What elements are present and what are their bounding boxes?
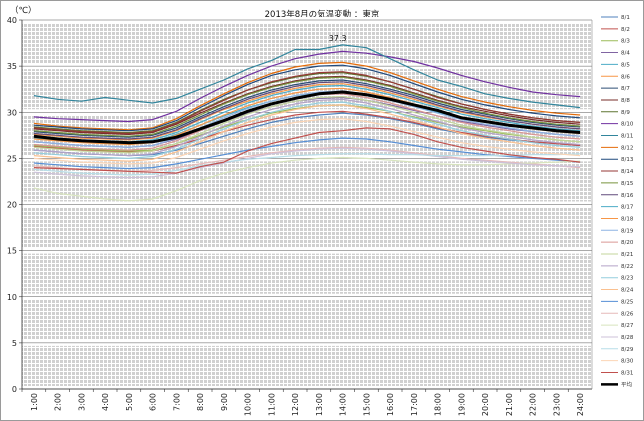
max-temp-label: 37.3 bbox=[329, 34, 347, 43]
series-line-8/13 bbox=[33, 64, 581, 132]
legend-label: 8/1 bbox=[621, 15, 630, 21]
series-line-8/16 bbox=[33, 81, 581, 140]
series-line-8/28 bbox=[33, 147, 581, 179]
legend-label: 8/3 bbox=[621, 39, 630, 45]
x-tick-label: 2:00 bbox=[54, 393, 63, 411]
x-tick-label: 7:00 bbox=[172, 393, 181, 411]
chart-title: 2013年8月の気温変動 ：東京 bbox=[265, 9, 380, 20]
x-tick-label: 20:00 bbox=[481, 393, 490, 416]
y-tick-label: 15 bbox=[7, 247, 17, 256]
legend-label: 8/11 bbox=[621, 134, 633, 140]
x-tick-label: 1:00 bbox=[30, 393, 39, 411]
x-tick-label: 8:00 bbox=[196, 393, 205, 411]
x-tick-label: 19:00 bbox=[457, 393, 466, 416]
y-tick-label: 10 bbox=[7, 293, 17, 302]
legend-label: 8/4 bbox=[621, 51, 630, 57]
legend-label: 8/31 bbox=[621, 371, 633, 377]
x-tick-label: 11:00 bbox=[267, 393, 276, 416]
legend-label: 平均 bbox=[621, 380, 633, 388]
series-line-8/31 bbox=[33, 127, 581, 174]
x-tick-label: 10:00 bbox=[244, 393, 253, 416]
x-tick-label: 3:00 bbox=[77, 393, 86, 411]
x-tick-label: 22:00 bbox=[529, 393, 538, 416]
legend-label: 8/2 bbox=[621, 27, 630, 33]
x-tick-label: 6:00 bbox=[149, 393, 158, 411]
series-line-8/21 bbox=[33, 95, 581, 154]
x-tick-label: 5:00 bbox=[125, 393, 134, 411]
legend-label: 8/7 bbox=[621, 86, 630, 92]
x-tick-label: 24:00 bbox=[576, 393, 585, 416]
y-axis-unit: （℃） bbox=[10, 5, 37, 16]
legend-label: 8/23 bbox=[621, 276, 634, 282]
series-line-8/11 bbox=[33, 44, 581, 109]
series-line-8/10 bbox=[33, 50, 581, 123]
series-line-8/22 bbox=[33, 98, 581, 157]
x-tick-label: 17:00 bbox=[410, 393, 419, 416]
y-tick-label: 40 bbox=[7, 16, 17, 25]
legend-label: 8/13 bbox=[621, 157, 634, 163]
series-line-8/23 bbox=[33, 101, 581, 159]
series-line-8/7 bbox=[33, 79, 581, 138]
x-tick-label: 12:00 bbox=[291, 393, 300, 416]
series-line-8/14 bbox=[33, 71, 581, 135]
series-line-8/6 bbox=[33, 83, 581, 141]
x-tick-label: 16:00 bbox=[386, 393, 395, 416]
legend-label: 8/10 bbox=[621, 122, 634, 128]
y-tick-label: 30 bbox=[7, 108, 17, 117]
series-line-平均 bbox=[33, 90, 581, 145]
y-tick-label: 0 bbox=[12, 385, 17, 394]
x-tick-label: 15:00 bbox=[362, 393, 371, 416]
x-tick-label: 23:00 bbox=[552, 393, 561, 416]
legend-label: 8/20 bbox=[621, 240, 634, 246]
legend-label: 8/29 bbox=[621, 347, 634, 353]
series-line-8/19 bbox=[33, 90, 581, 148]
legend-label: 8/25 bbox=[621, 299, 634, 305]
legend-label: 8/19 bbox=[621, 228, 634, 234]
legend-label: 8/30 bbox=[621, 359, 634, 365]
legend: 8/1 8/2 8/3 8/4 8/5 8/6 8/7 8/8 8/9 8/10 8/11 8/12 8… bbox=[601, 15, 634, 388]
series-line-8/27 bbox=[33, 156, 581, 202]
legend-label: 8/28 bbox=[621, 335, 634, 341]
legend-label: 8/5 bbox=[621, 62, 630, 68]
series-line-8/15 bbox=[33, 76, 581, 137]
series-line-8/29 bbox=[33, 153, 581, 176]
legend-label: 8/27 bbox=[621, 323, 634, 329]
legend-label: 8/15 bbox=[621, 181, 634, 187]
series-line-8/24 bbox=[33, 104, 581, 162]
legend-label: 8/8 bbox=[621, 98, 630, 104]
y-tick-label: 20 bbox=[7, 201, 17, 210]
y-tick-label: 35 bbox=[7, 62, 17, 71]
legend-label: 8/16 bbox=[621, 193, 634, 199]
x-tick-label: 21:00 bbox=[505, 393, 514, 416]
x-tick-label: 18:00 bbox=[434, 393, 443, 416]
x-tick-label: 13:00 bbox=[315, 393, 324, 416]
series-line-8/8 bbox=[33, 75, 581, 135]
legend-label: 8/21 bbox=[621, 252, 633, 258]
legend-label: 8/24 bbox=[621, 288, 634, 294]
axes: 0 5 10 15 20 25 30 35 40 1:00 2:00 3:00 4:00 5:00 6:00… bbox=[7, 16, 593, 416]
series-line-8/12 bbox=[33, 61, 581, 131]
series-line-8/30 bbox=[33, 118, 581, 165]
x-tick-label: 14:00 bbox=[339, 393, 348, 416]
legend-label: 8/17 bbox=[621, 205, 634, 211]
y-tick-label: 25 bbox=[7, 154, 17, 163]
legend-label: 8/22 bbox=[621, 264, 633, 270]
legend-label: 8/12 bbox=[621, 145, 633, 151]
legend-label: 8/18 bbox=[621, 216, 634, 222]
annotations: 37.3 bbox=[329, 34, 347, 43]
legend-label: 8/6 bbox=[621, 74, 630, 80]
legend-label: 8/26 bbox=[621, 311, 634, 317]
x-tick-label: 9:00 bbox=[220, 393, 229, 411]
series-lines bbox=[33, 44, 581, 202]
legend-label: 8/14 bbox=[621, 169, 634, 175]
series-line-8/2 bbox=[33, 110, 581, 153]
legend-label: 8/9 bbox=[621, 110, 630, 116]
x-tick-label: 4:00 bbox=[101, 393, 110, 411]
y-tick-label: 5 bbox=[12, 339, 17, 348]
